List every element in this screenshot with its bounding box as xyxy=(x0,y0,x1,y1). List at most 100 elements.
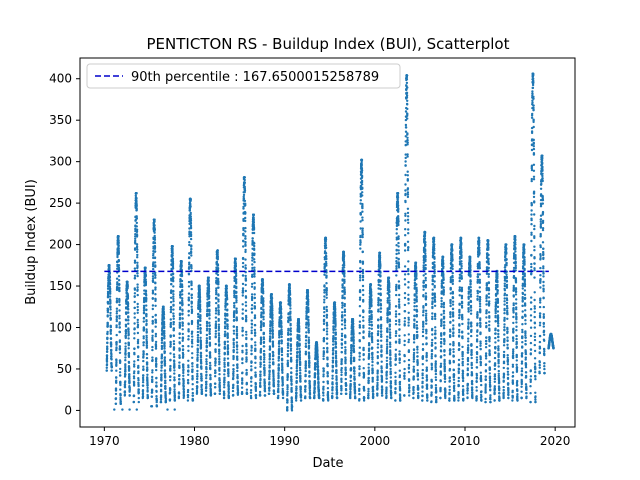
data-point xyxy=(119,381,122,384)
data-point xyxy=(109,326,113,329)
data-point xyxy=(241,326,244,330)
data-point xyxy=(196,334,200,337)
data-point xyxy=(126,280,129,284)
data-point xyxy=(218,389,222,393)
data-point xyxy=(190,296,193,300)
data-point xyxy=(253,328,257,332)
data-point xyxy=(298,327,301,330)
data-point xyxy=(352,345,355,348)
data-point xyxy=(128,375,131,378)
data-point xyxy=(136,318,139,322)
data-point xyxy=(150,388,154,391)
data-point xyxy=(351,319,355,323)
data-point xyxy=(252,218,255,221)
data-point xyxy=(145,344,149,347)
data-point xyxy=(169,379,172,382)
data-point xyxy=(340,373,343,377)
data-point xyxy=(126,286,129,290)
data-point xyxy=(253,334,257,337)
data-point xyxy=(162,325,166,328)
data-point xyxy=(261,289,265,292)
data-point xyxy=(308,361,311,364)
data-point xyxy=(253,293,256,296)
data-point xyxy=(226,327,229,330)
data-point xyxy=(145,322,148,326)
data-point xyxy=(114,397,118,400)
data-point xyxy=(335,365,338,368)
data-point xyxy=(136,305,139,309)
data-point xyxy=(334,351,338,355)
data-point xyxy=(119,388,122,391)
data-point xyxy=(109,311,112,315)
data-point xyxy=(217,286,220,289)
data-point xyxy=(342,261,346,264)
data-point xyxy=(136,256,139,259)
data-point xyxy=(250,311,254,314)
data-point xyxy=(114,402,118,405)
data-point xyxy=(322,380,325,384)
data-point xyxy=(164,385,167,388)
data-point xyxy=(353,378,356,381)
data-point xyxy=(325,333,329,336)
data-point xyxy=(105,360,109,363)
data-point xyxy=(362,300,365,303)
data-point xyxy=(217,313,220,316)
data-point xyxy=(208,321,211,324)
data-point xyxy=(263,358,266,361)
data-point xyxy=(259,365,262,368)
data-point xyxy=(232,325,236,328)
data-point xyxy=(180,279,184,283)
data-point xyxy=(154,293,157,296)
data-point xyxy=(226,357,230,360)
data-point xyxy=(214,350,217,354)
data-point xyxy=(241,371,244,374)
data-point xyxy=(214,386,217,389)
data-point xyxy=(343,275,346,278)
data-point xyxy=(287,333,290,336)
data-point xyxy=(250,349,253,352)
data-point xyxy=(115,333,118,337)
data-point xyxy=(335,383,338,386)
data-point xyxy=(181,302,184,306)
data-point xyxy=(262,303,265,307)
data-point xyxy=(187,266,191,269)
data-point xyxy=(135,215,138,218)
data-point xyxy=(281,393,285,396)
data-point xyxy=(187,373,190,376)
data-point xyxy=(200,388,203,391)
data-point xyxy=(162,320,166,323)
data-point xyxy=(133,306,136,310)
data-point xyxy=(105,369,109,372)
data-point xyxy=(223,365,226,368)
data-point xyxy=(133,300,136,304)
data-point xyxy=(304,339,308,342)
data-point xyxy=(222,396,226,400)
data-point xyxy=(119,400,122,403)
data-point xyxy=(172,293,175,296)
data-point xyxy=(343,302,346,306)
data-point xyxy=(360,174,364,178)
data-point xyxy=(236,380,239,384)
data-point xyxy=(262,337,266,341)
data-point xyxy=(116,255,119,259)
data-point xyxy=(325,289,328,292)
data-point xyxy=(368,332,371,335)
data-point xyxy=(154,313,157,317)
data-point xyxy=(215,291,218,294)
data-point xyxy=(151,378,154,382)
data-point xyxy=(344,348,347,352)
data-point xyxy=(271,335,274,339)
data-point xyxy=(114,392,118,396)
data-point xyxy=(217,336,221,340)
data-point xyxy=(133,347,136,351)
data-point xyxy=(117,260,121,263)
data-point xyxy=(305,326,308,329)
data-point xyxy=(199,319,202,323)
data-point xyxy=(343,280,346,283)
data-point xyxy=(289,332,292,336)
data-point xyxy=(190,330,194,333)
data-point xyxy=(142,355,145,358)
data-point xyxy=(146,381,149,385)
data-point xyxy=(280,342,283,345)
data-point xyxy=(358,305,362,308)
